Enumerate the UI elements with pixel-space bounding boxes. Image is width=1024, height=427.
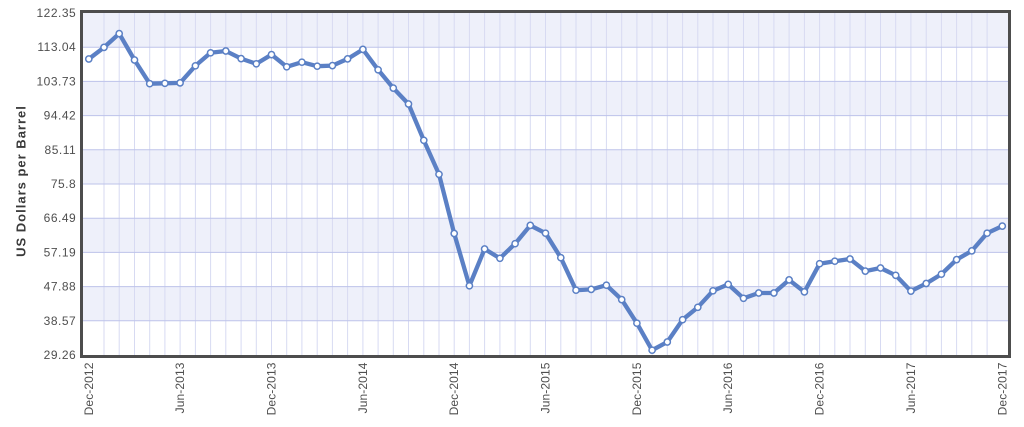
svg-text:29.26: 29.26 — [44, 348, 77, 362]
svg-text:Dec-2017: Dec-2017 — [995, 362, 1009, 415]
svg-text:Dec-2015: Dec-2015 — [630, 362, 644, 415]
svg-text:Jun-2014: Jun-2014 — [356, 362, 370, 413]
svg-text:Jun-2015: Jun-2015 — [539, 362, 553, 413]
svg-text:Dec-2013: Dec-2013 — [265, 362, 279, 415]
svg-text:94.42: 94.42 — [44, 109, 77, 123]
svg-text:75.8: 75.8 — [51, 177, 76, 191]
svg-text:47.88: 47.88 — [44, 280, 77, 294]
svg-text:85.11: 85.11 — [45, 143, 77, 157]
svg-text:38.57: 38.57 — [44, 314, 77, 328]
svg-text:Jun-2017: Jun-2017 — [904, 362, 918, 413]
svg-text:122.35: 122.35 — [36, 6, 76, 20]
svg-text:66.49: 66.49 — [44, 211, 77, 225]
svg-text:Jun-2016: Jun-2016 — [721, 362, 735, 413]
svg-text:Dec-2012: Dec-2012 — [82, 362, 96, 415]
svg-text:57.19: 57.19 — [44, 245, 77, 259]
svg-text:Jun-2013: Jun-2013 — [173, 362, 187, 413]
svg-text:Dec-2016: Dec-2016 — [813, 362, 827, 415]
svg-text:113.04: 113.04 — [37, 40, 76, 54]
svg-text:103.73: 103.73 — [36, 74, 76, 88]
svg-text:Dec-2014: Dec-2014 — [447, 362, 461, 415]
svg-text:US Dollars per Barrel: US Dollars per Barrel — [14, 105, 29, 257]
